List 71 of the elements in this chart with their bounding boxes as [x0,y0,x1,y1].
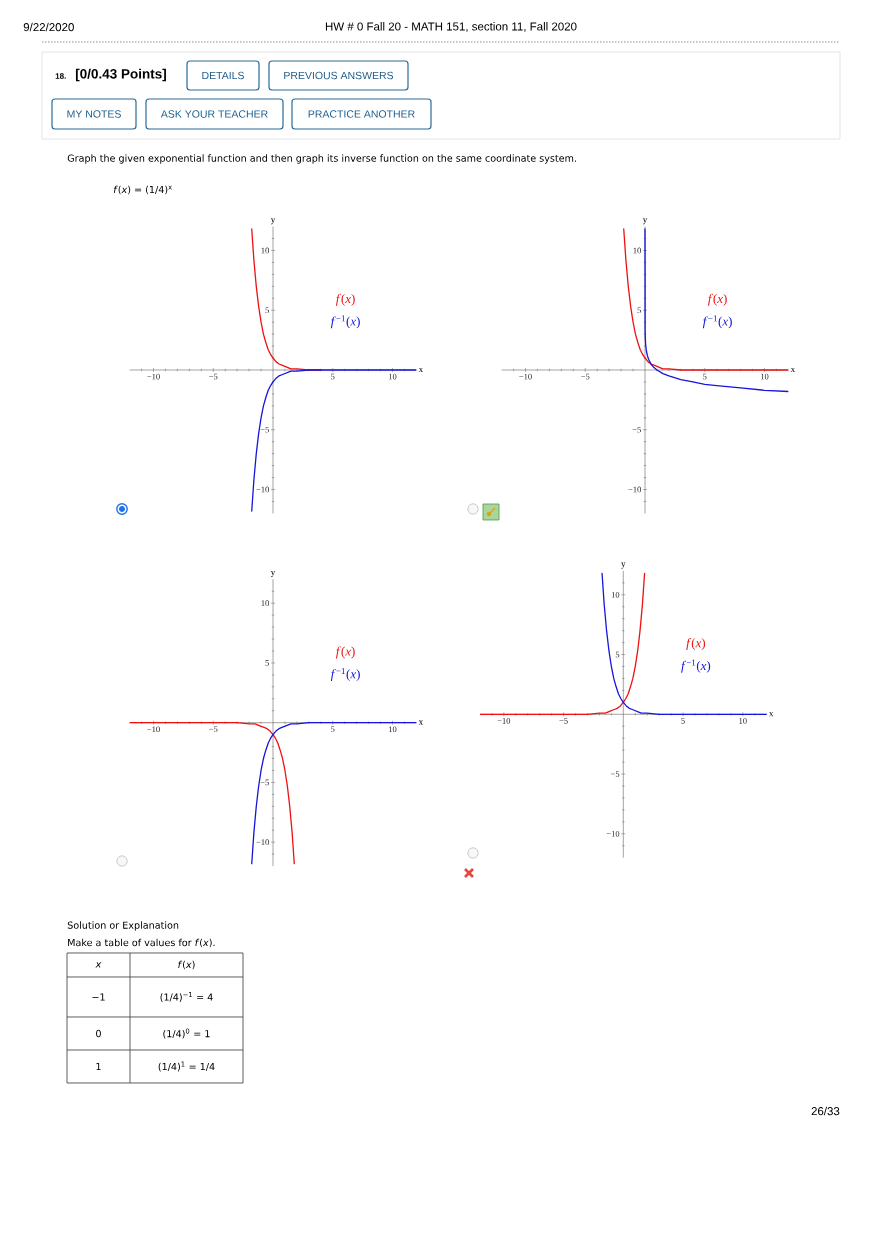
y-tick-label: 5 [265,660,269,666]
x-axis-title: x [418,367,424,373]
y-tick-label: 10 [611,591,620,598]
text: ASK YOUR TEACHER [160,110,268,118]
text: Solution or Explanation [67,921,179,931]
y-tick-label: −10 [256,839,269,846]
text: f(x) [178,960,195,970]
x-tick-label: 10 [761,373,769,380]
text: −1 [92,993,105,1001]
y-tick-label: −10 [256,486,269,493]
text: (1/4)$^{0}$ = 1 [163,1028,210,1039]
y-tick-label: 10 [633,247,641,254]
text: PRACTICE ANOTHER [308,110,415,118]
x-tick-label: −10 [519,373,532,380]
text: MY NOTES [67,110,121,118]
x-tick-label: 10 [739,717,747,724]
y-axis-title: y [621,562,626,569]
x-tick-label: 10 [389,373,397,380]
y-tick-label: −5 [260,426,269,433]
y-axis-title: y [642,218,648,225]
y-tick-label: 10 [261,247,269,254]
text: f(x) [335,293,355,306]
y-tick-label: 10 [261,600,269,607]
x-tick-label: 5 [331,726,335,733]
x-tick-label: 5 [331,373,335,380]
text: HW # 0 Fall 20 - MATH 151, section 11, Fall 2020 [325,22,577,32]
text: PREVIOUS ANSWERS [284,71,394,80]
text: [0/0.43 Points] [75,68,166,82]
y-tick-label: −5 [260,779,269,786]
x-tick-label: −5 [209,726,218,733]
x-tick-label: −5 [209,373,218,380]
text: (1/4)$^{1}$ = 1/4 [158,1061,215,1072]
x-axis-title: x [790,367,796,373]
x-axis-title: x [769,712,774,717]
text: DETAILS [202,71,245,80]
text: (1/4)$^{−1}$ = 4 [160,992,213,1002]
text: 9/22/2020 [23,22,74,32]
line-series [644,228,789,393]
x-tick-label: 5 [681,718,685,724]
y-tick-label: 5 [615,651,620,658]
y-axis-title: y [270,570,276,578]
text: Make a table of values for f(x). [68,938,215,948]
text: f$^{−1}$(x) [330,315,360,329]
text: 26/33 [811,1106,840,1116]
text: Graph the given exponential function and then graph its inverse function on the same coordinate system. [67,154,576,164]
x-tick-label: −10 [147,373,160,380]
y-axis-title: y [270,218,276,225]
text: x [95,962,102,968]
text: f$^{−1}$(x) [330,667,360,682]
y-tick-label: −5 [610,771,620,777]
x-tick-label: 10 [389,726,397,733]
x-tick-label: −5 [559,718,568,724]
y-tick-label: −10 [606,830,620,837]
x-tick-label: 5 [703,373,707,380]
text: 1 [96,1063,101,1070]
y-tick-label: 5 [637,307,641,314]
text: f(x) [335,646,355,659]
text: f(x) = (1/4)$^{x}$ [113,185,172,195]
text: f(x) [707,293,727,306]
text: 0 [96,1029,101,1038]
text: f$^{−1}$(x) [702,315,732,329]
y-tick-label: −5 [632,426,641,433]
text: f$^{−1}$(x) [681,659,711,673]
x-axis-title: x [418,720,424,725]
x-tick-label: −5 [581,373,590,380]
y-tick-label: −10 [628,486,641,493]
text: f(x) [686,638,706,650]
x-tick-label: −10 [147,726,160,733]
y-tick-label: 5 [265,307,269,314]
x-tick-label: −10 [497,717,511,724]
text: 18. [55,73,66,79]
